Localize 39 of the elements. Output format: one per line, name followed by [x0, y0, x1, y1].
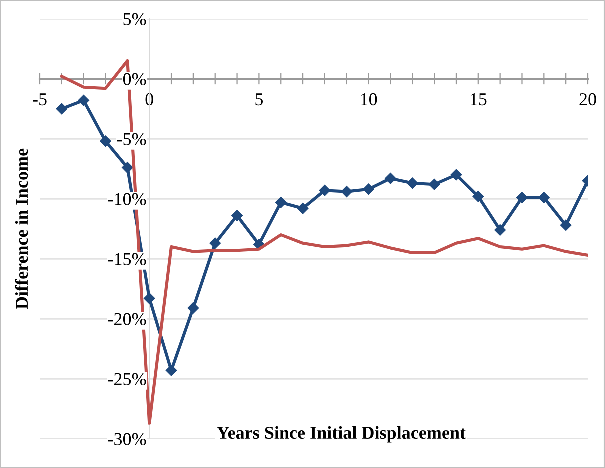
y-tick-label: -25% [108, 373, 146, 386]
y-axis-title: Difference in Income [15, 148, 28, 310]
point [210, 238, 221, 250]
point [100, 136, 112, 148]
y-tick-label: -30% [108, 433, 146, 446]
x-tick-label: 5 [256, 94, 264, 106]
x-tick-label: 20 [580, 93, 596, 106]
x-tick-label: 15 [470, 94, 487, 106]
point [56, 103, 68, 115]
y-tick-label: -5% [117, 133, 146, 146]
x-axis-title: Years Since Initial Displacement [217, 426, 466, 443]
x-tick-label: 0 [146, 93, 154, 106]
point [560, 220, 572, 232]
point [385, 172, 396, 184]
point [428, 178, 440, 190]
point [538, 192, 550, 204]
point [319, 184, 331, 196]
point [341, 186, 352, 198]
x-tick-label: -5 [33, 94, 47, 106]
y-tick-label: -15% [108, 253, 146, 266]
y-tick-label: -10% [108, 193, 146, 206]
point [166, 364, 178, 376]
point [188, 302, 200, 314]
x-tick-label: 10 [361, 93, 378, 106]
point [472, 190, 484, 202]
point [407, 178, 418, 190]
y-tick-label: 0% [123, 73, 146, 86]
y-tick-label: 5% [124, 13, 146, 26]
point [144, 292, 156, 304]
point [494, 224, 506, 236]
point [78, 94, 90, 106]
point [516, 192, 528, 204]
point [297, 202, 309, 214]
point [363, 184, 374, 196]
point [232, 210, 243, 222]
y-tick-label: -20% [108, 313, 146, 326]
point [276, 196, 287, 208]
point [450, 169, 462, 181]
point [122, 162, 134, 174]
